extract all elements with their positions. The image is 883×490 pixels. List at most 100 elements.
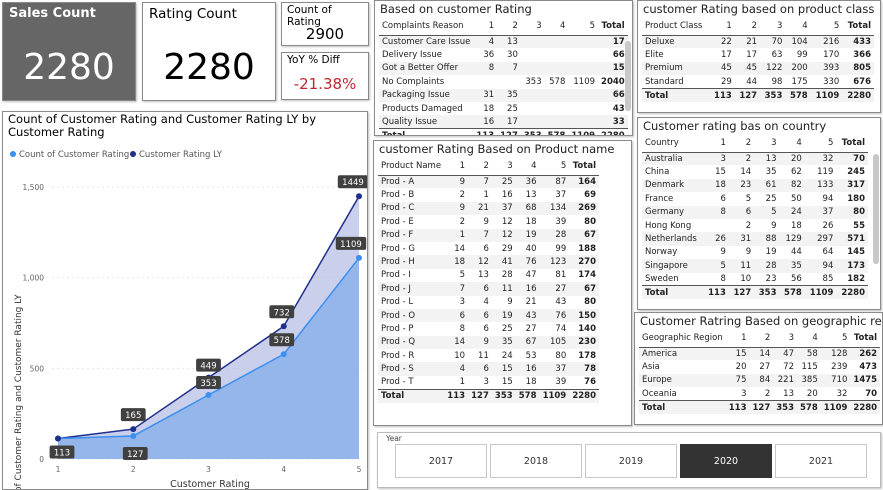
table-row[interactable]: Prod - O 6 6 19 43 76 150 (378, 308, 599, 323)
chart-marks: 113 127 353 578 1109 165 449 732 1449 (49, 175, 367, 460)
year-option-2021[interactable]: 2021 (775, 444, 867, 478)
point-rating[interactable] (130, 432, 137, 439)
point-rating[interactable] (356, 254, 362, 261)
column-header[interactable]: 2 (497, 17, 521, 36)
table-row[interactable]: Asia 20 27 72 115 239 473 (639, 360, 880, 373)
table-row[interactable]: Germany 8 6 5 24 37 80 (642, 205, 868, 219)
point-rating-ly[interactable] (280, 323, 287, 330)
table-row[interactable]: Prod - Q 14 9 35 67 105 230 (378, 335, 599, 350)
table-row[interactable]: Delivery Issue 36 30 66 (379, 48, 628, 61)
table-row[interactable]: Prod - C 9 21 37 68 134 269 (378, 201, 599, 216)
column-header[interactable]: 4 (779, 134, 805, 153)
complaints-scrollbar[interactable] (625, 41, 631, 111)
column-header[interactable]: 5 (804, 134, 837, 153)
column-header[interactable]: 5 (568, 17, 599, 36)
column-header[interactable]: 3 (491, 157, 516, 176)
table-row[interactable]: Prod - S 4 6 15 16 37 78 (378, 362, 599, 376)
table-row[interactable]: Prod - G 14 6 29 40 99 188 (378, 242, 599, 255)
column-header[interactable]: 1 (703, 134, 729, 153)
table-row[interactable]: Sweden 8 10 23 56 85 182 (642, 273, 868, 286)
table-row[interactable]: Australia 3 2 13 20 32 70 (642, 152, 868, 166)
table-row[interactable]: Deluxe 22 21 70 104 216 433 (642, 35, 874, 49)
table-row[interactable]: Quality Issue 16 17 33 (379, 115, 628, 129)
table-row[interactable]: Prod - A 9 7 25 36 87 164 (378, 175, 599, 189)
column-header[interactable]: 3 (760, 17, 786, 36)
table-row[interactable]: Denmark 18 23 61 82 133 317 (642, 178, 868, 193)
year-option-2019[interactable]: 2019 (585, 444, 677, 478)
column-header[interactable]: Geographic Region (639, 329, 726, 348)
table-row[interactable]: Hong Kong 2 9 18 26 55 (642, 219, 868, 232)
table-row[interactable]: Oceania 3 2 13 20 32 70 (639, 387, 880, 400)
table-row[interactable]: Prod - J 7 6 11 16 27 67 (378, 282, 599, 296)
column-header[interactable]: Total (842, 17, 874, 36)
column-header[interactable]: 2 (749, 329, 774, 348)
table-row[interactable]: Premium 45 45 122 200 393 805 (642, 61, 874, 76)
column-header[interactable]: 1 (709, 17, 735, 36)
column-header[interactable]: 2 (728, 134, 755, 153)
column-header[interactable]: Total (850, 329, 881, 348)
year-option-2018[interactable]: 2018 (490, 444, 582, 478)
table-row[interactable]: Prod - R 10 11 24 53 80 178 (378, 349, 599, 362)
table-row[interactable]: France 6 5 25 50 94 180 (642, 192, 868, 205)
table-row[interactable]: Products Damaged 18 25 43 (379, 102, 628, 115)
table-row[interactable]: Europe 75 84 221 385 710 1475 (639, 373, 881, 388)
column-header[interactable]: Total (836, 134, 868, 153)
cell-value: 18 (444, 255, 469, 269)
column-header[interactable]: 4 (544, 17, 569, 36)
table-row[interactable]: Prod - B 2 1 16 13 37 69 (378, 188, 599, 201)
year-option-2017[interactable]: 2017 (395, 444, 487, 478)
table-row[interactable]: Prod - I 5 13 28 47 81 174 (378, 269, 599, 282)
table-row[interactable]: Norway 9 9 19 44 64 145 (642, 246, 868, 259)
table-row[interactable]: Standard 29 44 98 175 330 676 (642, 75, 874, 88)
column-header[interactable]: 4 (796, 329, 821, 348)
rating-chart-card: Count of Customer Rating and Customer Ra… (2, 111, 368, 490)
column-header[interactable]: 2 (734, 17, 761, 36)
table-row[interactable]: Netherlands 26 31 88 129 297 571 (642, 232, 868, 246)
table-row[interactable]: Got a Better Offer 8 7 15 (379, 61, 628, 76)
column-header[interactable]: Product Class (642, 17, 710, 36)
column-header[interactable]: 5 (539, 157, 570, 176)
column-header[interactable]: 3 (754, 134, 780, 153)
legend-label-rating[interactable]: Count of Customer Rating (19, 150, 129, 160)
column-header[interactable]: 3 (520, 17, 545, 36)
year-option-2020[interactable]: 2020 (680, 444, 772, 478)
column-header[interactable]: Product Name (378, 157, 445, 176)
table-row[interactable]: Prod - F 1 7 12 19 28 67 (378, 228, 599, 242)
column-header[interactable]: 1 (473, 17, 498, 36)
country-scrollbar[interactable] (873, 154, 879, 264)
table-row[interactable]: No Complaints 353 578 1109 2040 (379, 75, 628, 88)
column-header[interactable]: 5 (820, 329, 851, 348)
cell-value: 7 (497, 61, 521, 76)
table-row[interactable]: Packaging Issue 31 35 66 (379, 88, 628, 102)
column-header[interactable]: Total (569, 157, 599, 176)
legend-label-rating-ly[interactable]: Customer Rating LY (139, 150, 223, 160)
point-rating[interactable] (205, 391, 212, 398)
column-header[interactable]: 1 (725, 329, 750, 348)
column-header[interactable]: 5 (810, 17, 843, 36)
column-header[interactable]: Complaints Reason (379, 17, 474, 36)
table-row[interactable]: Customer Care Issue 4 13 17 (379, 35, 628, 49)
cell-value: 12 (501, 216, 513, 227)
column-header[interactable]: Country (642, 134, 704, 153)
column-header[interactable]: 2 (468, 157, 492, 176)
table-row[interactable]: Prod - E 2 9 12 18 39 80 (378, 215, 599, 228)
point-rating-ly[interactable] (130, 426, 137, 433)
row-label: Got a Better Offer (379, 61, 474, 76)
point-rating-ly[interactable] (55, 435, 61, 442)
table-row[interactable]: America 15 14 47 58 128 262 (639, 347, 881, 361)
table-row[interactable]: Singapore 5 11 28 35 94 173 (642, 259, 868, 273)
table-row[interactable]: Prod - L 3 4 9 21 43 80 (378, 296, 599, 309)
table-row[interactable]: Prod - H 18 12 41 76 123 270 (378, 255, 599, 269)
column-header[interactable]: 4 (515, 157, 540, 176)
cell-value (545, 48, 569, 61)
column-header[interactable]: 4 (785, 17, 811, 36)
table-row[interactable]: China 15 14 35 62 119 245 (642, 165, 868, 178)
table-row[interactable]: Prod - P 8 6 25 27 74 140 (378, 322, 599, 335)
column-header[interactable]: 1 (444, 157, 469, 176)
point-rating[interactable] (280, 351, 287, 358)
column-header[interactable]: 3 (773, 329, 797, 348)
table-row[interactable]: Elite 17 17 63 99 170 366 (642, 48, 874, 61)
point-rating-ly[interactable] (356, 193, 362, 200)
table-row[interactable]: Prod - T 1 3 15 18 39 76 (378, 376, 599, 389)
column-header[interactable]: Total (598, 17, 628, 36)
